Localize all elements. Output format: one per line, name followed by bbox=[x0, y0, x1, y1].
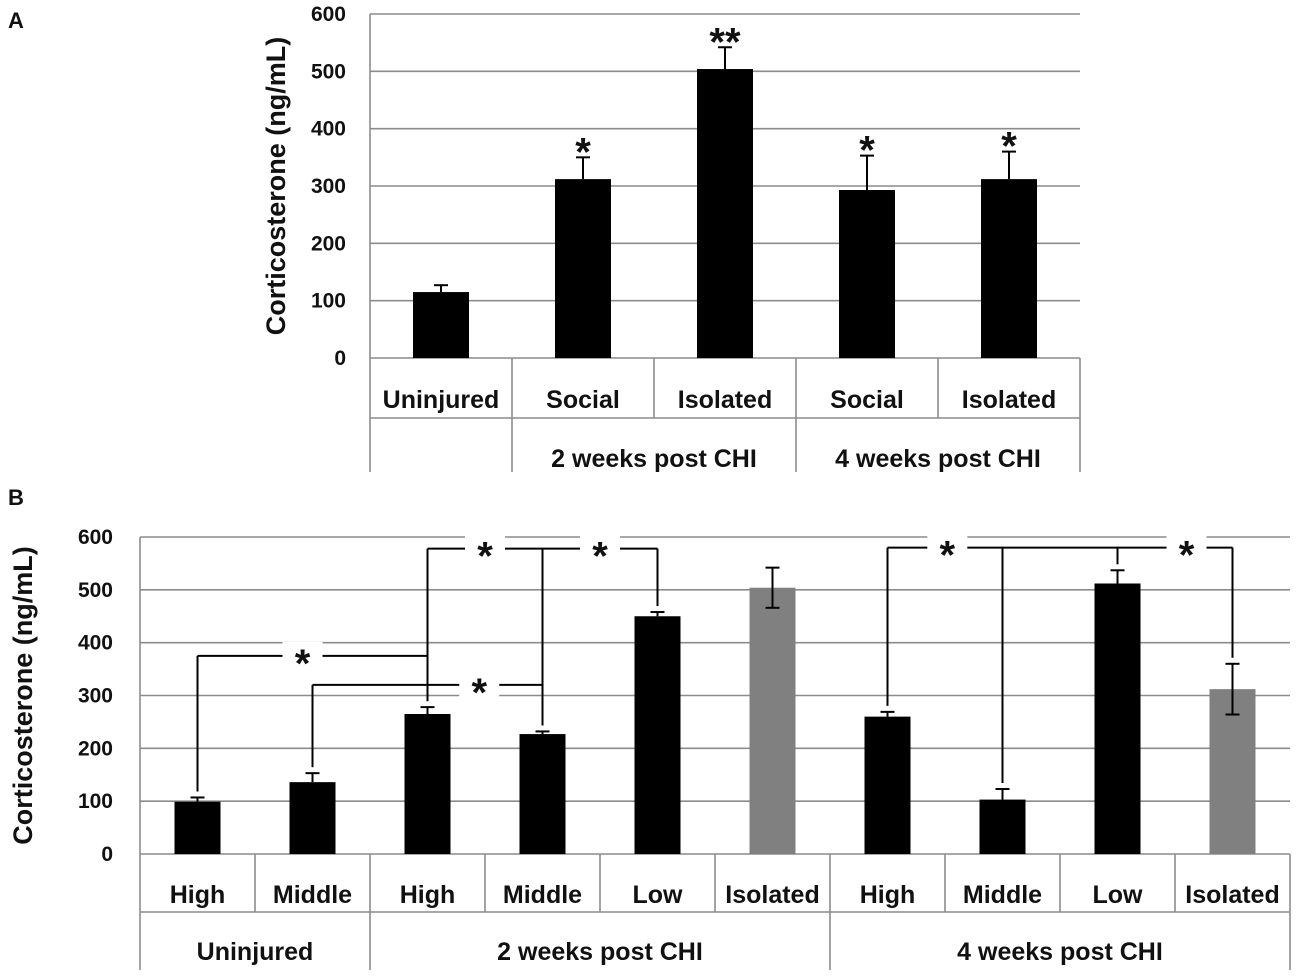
y-tick-label: 100 bbox=[78, 790, 113, 813]
x-category-label: Isolated bbox=[725, 881, 819, 909]
y-tick-label: 500 bbox=[78, 579, 113, 602]
significance-marker: * bbox=[940, 534, 956, 578]
y-tick-label: 200 bbox=[311, 232, 346, 255]
x-category-label: Uninjured bbox=[383, 386, 500, 414]
x-category-label: Middle bbox=[273, 881, 352, 909]
y-tick-label: 400 bbox=[78, 632, 113, 655]
bracket-label-bg bbox=[465, 534, 505, 563]
x-category-label: High bbox=[400, 881, 456, 909]
x-category-label: Isolated bbox=[962, 386, 1056, 414]
significance-marker: * bbox=[295, 642, 311, 686]
bar bbox=[1094, 583, 1141, 854]
significance-marker: * bbox=[575, 130, 591, 174]
bar bbox=[289, 782, 336, 854]
x-category-label: Isolated bbox=[1185, 881, 1279, 909]
y-tick-label: 400 bbox=[311, 118, 346, 141]
y-tick-label: 300 bbox=[78, 685, 113, 708]
panel-a-label: A bbox=[8, 8, 24, 33]
y-axis-title: Corticosterone (ng/mL) bbox=[261, 37, 291, 336]
bar bbox=[413, 292, 469, 358]
bar bbox=[749, 587, 796, 854]
y-tick-label: 0 bbox=[334, 347, 346, 370]
bracket-label-bg bbox=[927, 533, 968, 562]
bar bbox=[634, 616, 681, 854]
y-tick-label: 300 bbox=[311, 175, 346, 198]
x-group-label: 2 weeks post CHI bbox=[497, 938, 703, 966]
y-tick-label: 200 bbox=[78, 737, 113, 760]
bar bbox=[1209, 689, 1256, 854]
bracket-label-bg bbox=[1166, 533, 1207, 562]
y-tick-label: 100 bbox=[311, 290, 346, 313]
x-category-label: Low bbox=[1093, 881, 1144, 909]
significance-marker: * bbox=[471, 671, 487, 715]
x-category-label: Social bbox=[546, 386, 620, 414]
bar bbox=[519, 734, 566, 854]
bar bbox=[979, 799, 1026, 854]
x-category-label: Middle bbox=[503, 881, 582, 909]
x-group-label: Uninjured bbox=[197, 938, 314, 966]
significance-marker: * bbox=[859, 129, 875, 173]
significance-marker: * bbox=[477, 535, 493, 579]
y-tick-label: 500 bbox=[311, 60, 346, 83]
panel-a-chart: A 0 100 200 300 400 500 600 Corticosterone (ng/… bbox=[8, 3, 1081, 473]
x-group-label: 4 weeks post CHI bbox=[957, 938, 1163, 966]
y-tick-label: 0 bbox=[101, 843, 113, 866]
bracket-label-bg bbox=[580, 534, 620, 563]
x-category-label: Middle bbox=[963, 881, 1042, 909]
bar bbox=[174, 801, 221, 854]
x-category-label: High bbox=[170, 881, 226, 909]
bracket-label-bg bbox=[282, 641, 323, 670]
x-group-label: 2 weeks post CHI bbox=[551, 445, 757, 473]
significance-marker: * bbox=[592, 535, 608, 579]
bar bbox=[404, 713, 451, 854]
bracket-label-bg bbox=[459, 670, 500, 699]
significance-marker: * bbox=[1179, 534, 1195, 578]
x-category-label: Social bbox=[830, 386, 904, 414]
y-axis-title: Corticosterone (ng/mL) bbox=[8, 546, 38, 845]
bar bbox=[697, 69, 753, 358]
x-group-label: 4 weeks post CHI bbox=[835, 445, 1041, 473]
y-tick-label: 600 bbox=[78, 526, 113, 549]
y-tick-label: 600 bbox=[311, 3, 346, 26]
panel-b-label: B bbox=[8, 485, 24, 510]
x-category-label: Isolated bbox=[678, 386, 772, 414]
x-category-label: High bbox=[860, 881, 916, 909]
significance-marker: ** bbox=[709, 20, 741, 64]
bar bbox=[864, 716, 911, 854]
bar bbox=[839, 190, 895, 358]
x-category-label: Low bbox=[633, 881, 684, 909]
bar bbox=[555, 179, 611, 358]
panel-b-chart: B 0 100 200 300 400 500 600 Corticosterone (ng/… bbox=[8, 485, 1291, 970]
significance-marker: * bbox=[1001, 125, 1017, 169]
bar bbox=[981, 179, 1037, 358]
